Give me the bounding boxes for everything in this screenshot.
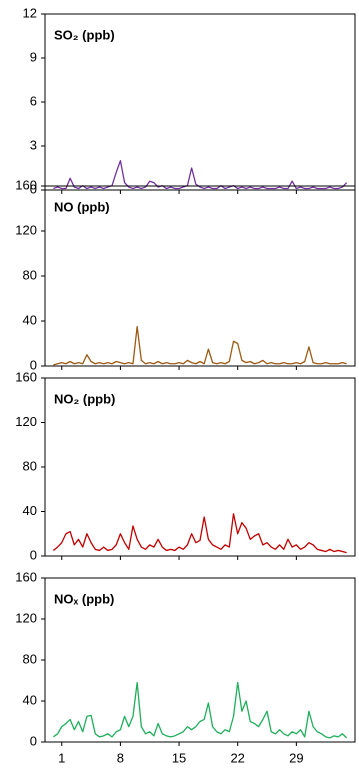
y-tick-label: 120 <box>15 222 37 237</box>
y-tick-label: 0 <box>30 181 37 196</box>
panel-title: NO₂ (ppb) <box>54 391 115 406</box>
y-tick-label: 120 <box>15 414 37 429</box>
y-tick-label: 0 <box>30 733 37 748</box>
y-tick-label: 3 <box>30 137 37 152</box>
y-tick-label: 12 <box>23 5 37 20</box>
y-tick-label: 120 <box>15 610 37 625</box>
y-tick-label: 9 <box>30 49 37 64</box>
data-line <box>52 681 348 739</box>
y-tick-label: 160 <box>15 569 37 584</box>
data-line <box>53 160 348 190</box>
data-line <box>53 325 347 366</box>
panel-title: SO₂ (ppb) <box>54 27 115 42</box>
panel-title: NOₓ (ppb) <box>54 591 114 606</box>
y-tick-label: 80 <box>23 651 37 666</box>
y-tick-label: 160 <box>15 369 37 384</box>
y-tick-label: 80 <box>23 267 37 282</box>
y-tick-label: 40 <box>23 692 37 707</box>
y-tick-label: 0 <box>30 547 37 562</box>
y-tick-label: 40 <box>23 503 37 518</box>
x-tick-label: 29 <box>289 750 303 765</box>
y-tick-label: 40 <box>23 312 37 327</box>
data-line <box>52 513 347 554</box>
panel-title: NO (ppb) <box>54 199 110 214</box>
y-tick-label: 0 <box>30 357 37 372</box>
y-tick-label: 80 <box>23 458 37 473</box>
y-tick-label: 160 <box>15 177 37 192</box>
y-tick-label: 6 <box>30 93 37 108</box>
x-tick-label: 22 <box>230 750 244 765</box>
x-tick-label: 15 <box>172 750 186 765</box>
x-tick-label: 8 <box>117 750 124 765</box>
x-tick-label: 1 <box>58 750 65 765</box>
